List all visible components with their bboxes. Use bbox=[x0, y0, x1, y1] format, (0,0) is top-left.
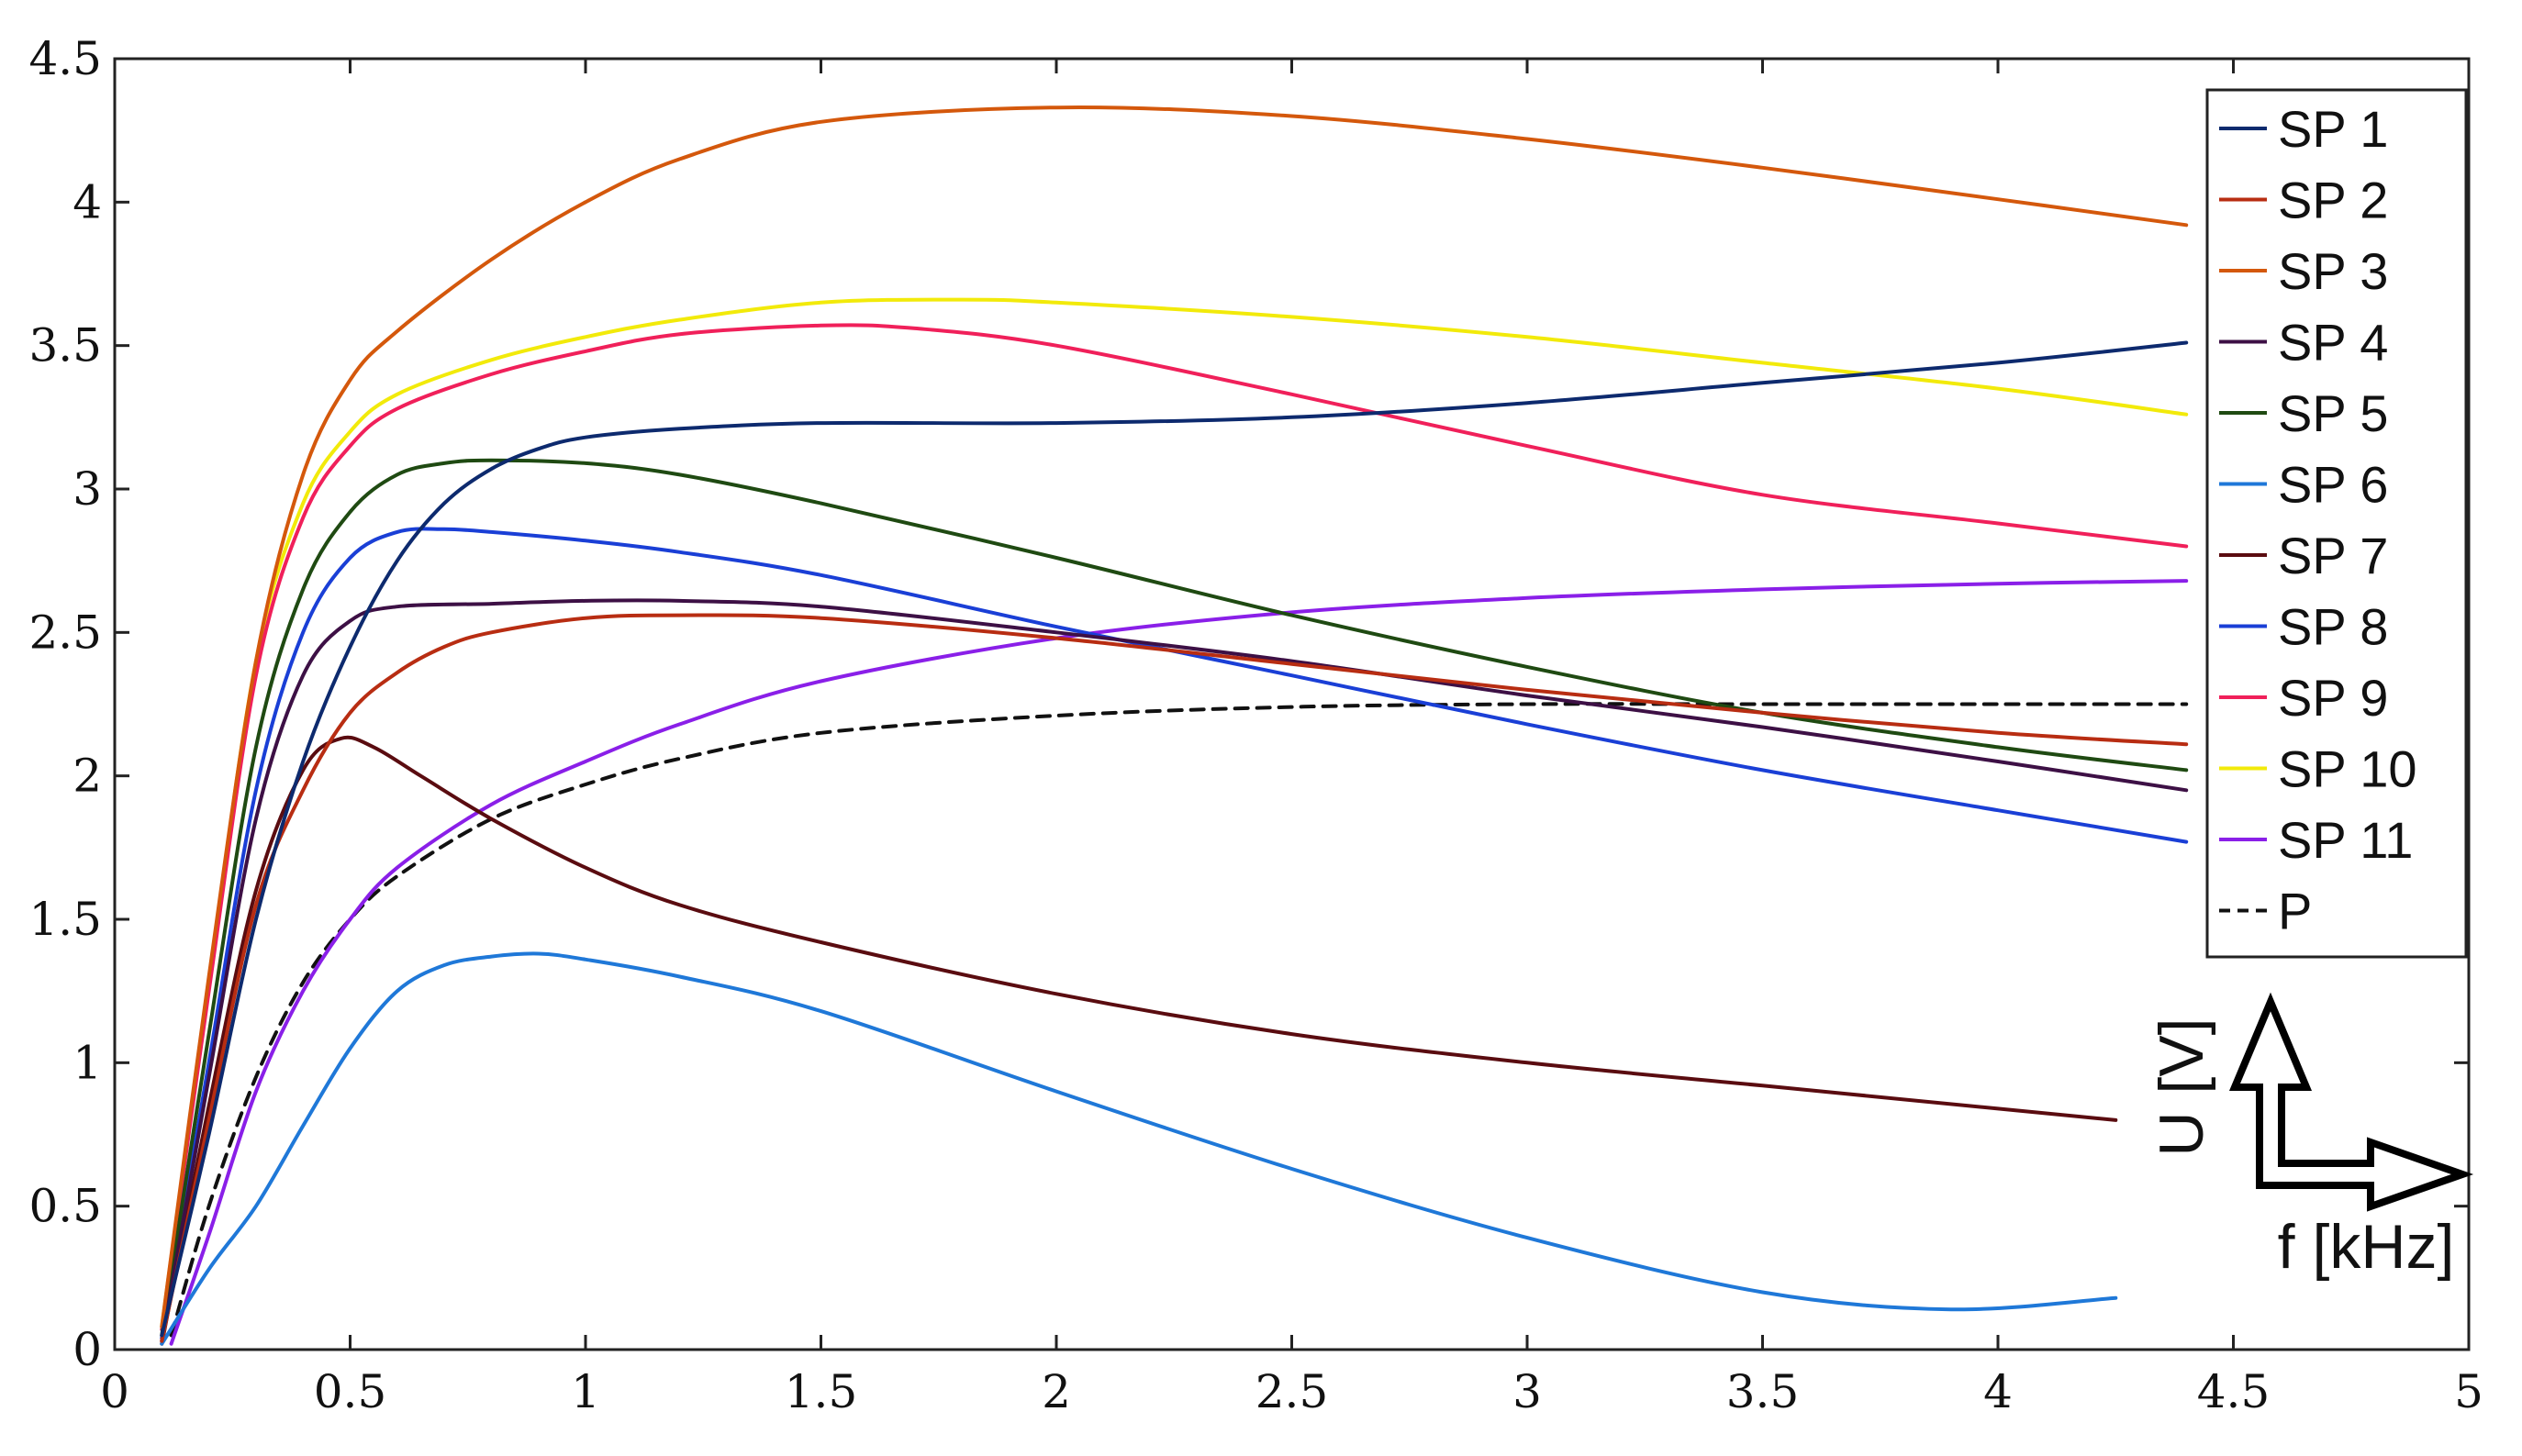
legend-label: SP 3 bbox=[2278, 242, 2388, 300]
legend-label: P bbox=[2278, 883, 2312, 940]
legend-label: SP 1 bbox=[2278, 100, 2388, 158]
series-line-sp-11 bbox=[169, 579, 2189, 1346]
y-tick-label: 2.5 bbox=[28, 606, 102, 659]
series-line-sp-4 bbox=[160, 598, 2189, 1343]
legend-label: SP 2 bbox=[2278, 172, 2388, 229]
series-line-sp-8 bbox=[160, 527, 2189, 1340]
series-line-sp-9 bbox=[160, 323, 2189, 1332]
y-tick-label: 1.5 bbox=[28, 893, 102, 946]
y-tick-label: 4 bbox=[73, 175, 102, 228]
axes-indicator: U [V] f [kHz] bbox=[2147, 992, 2474, 1282]
series-line-sp-2 bbox=[160, 613, 2189, 1343]
legend-box bbox=[2205, 88, 2468, 959]
x-tick-label: 3 bbox=[1512, 1365, 1542, 1418]
series-line-p bbox=[169, 702, 2189, 1338]
x-tick-label: 5 bbox=[2454, 1365, 2483, 1418]
x-tick-label: 1.5 bbox=[785, 1365, 858, 1418]
up-arrow-icon bbox=[2228, 992, 2474, 1212]
y-tick-label: 0 bbox=[73, 1323, 102, 1376]
series-lines bbox=[160, 106, 2189, 1346]
y-tick-label: 1 bbox=[73, 1036, 102, 1089]
x-tick-label: 2.5 bbox=[1255, 1365, 1329, 1418]
x-tick-label: 0.5 bbox=[314, 1365, 387, 1418]
series-line-sp-1 bbox=[160, 340, 2189, 1338]
series-line-sp-6 bbox=[160, 951, 2118, 1346]
y-axis-label: U [V] bbox=[2147, 1017, 2216, 1156]
legend-label: SP 8 bbox=[2278, 598, 2388, 656]
x-tick-label: 2 bbox=[1042, 1365, 1071, 1418]
series-line-sp-10 bbox=[160, 297, 2189, 1328]
legend-label: SP 5 bbox=[2278, 384, 2388, 442]
x-tick-label: 0 bbox=[100, 1365, 129, 1418]
y-tick-label: 3 bbox=[73, 462, 102, 516]
y-tick-label: 3.5 bbox=[28, 319, 102, 372]
y-tick-label: 2 bbox=[73, 750, 102, 803]
x-tick-label: 4.5 bbox=[2197, 1365, 2271, 1418]
x-tick-label: 1 bbox=[571, 1365, 600, 1418]
y-tick-label: 0.5 bbox=[28, 1180, 102, 1233]
x-axis-label: f [kHz] bbox=[2278, 1212, 2455, 1282]
legend-label: SP 4 bbox=[2278, 314, 2388, 372]
x-tick-label: 4 bbox=[1983, 1365, 2013, 1418]
legend-label: SP 6 bbox=[2278, 456, 2388, 514]
series-line-sp-5 bbox=[160, 458, 2189, 1338]
x-tick-label: 3.5 bbox=[1726, 1365, 1800, 1418]
legend: SP 1 SP 2 SP 3 SP 4 SP 5 SP 6 SP 7 SP 8 SP 9 SP 1… bbox=[2205, 88, 2468, 959]
legend-label: SP 9 bbox=[2278, 669, 2388, 727]
series-line-sp-3 bbox=[160, 106, 2189, 1328]
series-line-sp-7 bbox=[160, 735, 2118, 1346]
y-tick-label: 4.5 bbox=[28, 32, 102, 85]
legend-label: SP 10 bbox=[2278, 740, 2417, 798]
legend-label: SP 11 bbox=[2278, 811, 2413, 869]
axis-ticks: 0 0.5 1 1.5 2 2.5 3 3.5 4 4.5 5 0 0.5 1 1.5 2 2.5 3 3.5 4 4.… bbox=[28, 32, 2483, 1418]
legend-label: SP 7 bbox=[2278, 527, 2388, 584]
